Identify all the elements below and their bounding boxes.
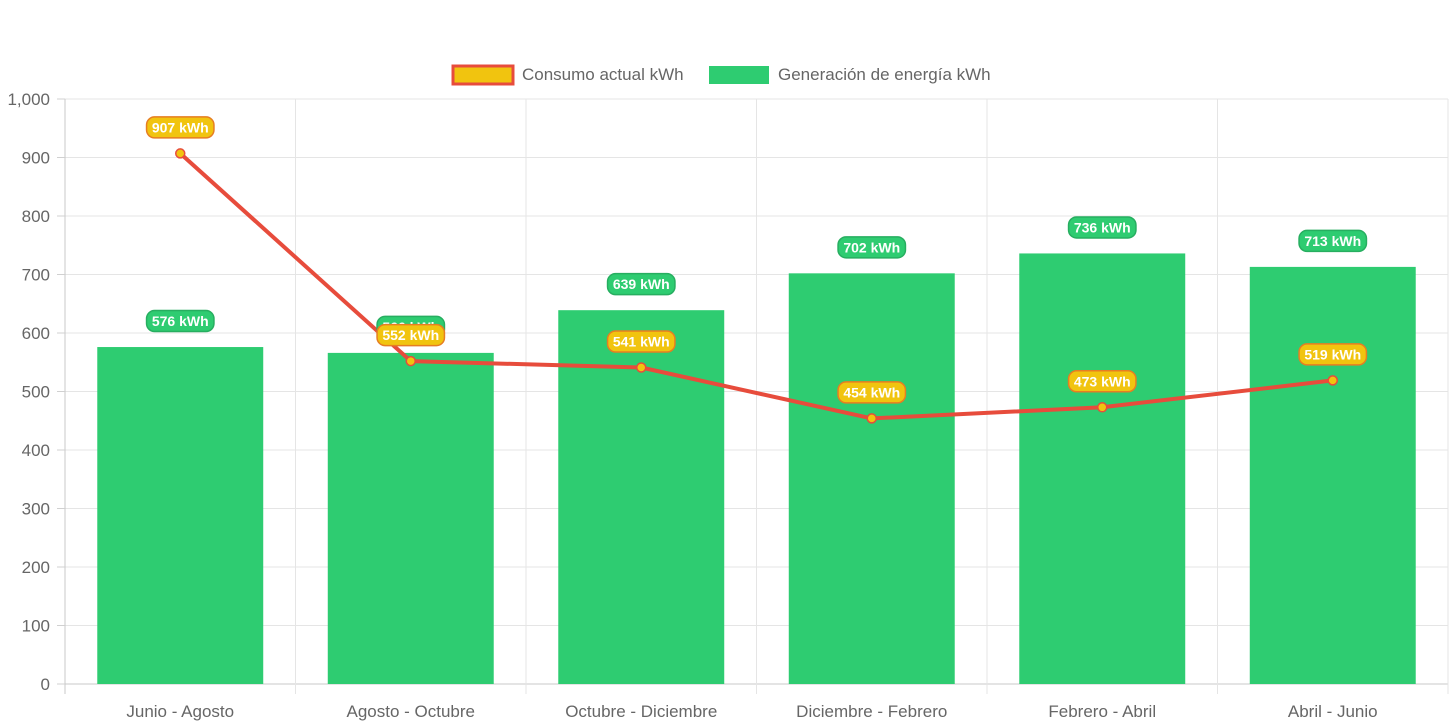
line-value-label-text: 473 kWh (1074, 373, 1131, 389)
x-tick-label: Febrero - Abril (1048, 702, 1156, 721)
legend-swatch-consumo (451, 64, 515, 86)
legend: Consumo actual kWh Generación de energía… (451, 64, 991, 86)
line-point-consumo[interactable] (1097, 402, 1108, 413)
bar-value-label: 736 kWh (1067, 216, 1137, 239)
bar-generacion[interactable] (1249, 266, 1416, 684)
y-tick-label: 800 (22, 207, 50, 226)
legend-swatch-generacion (709, 66, 769, 84)
y-tick-label: 200 (22, 558, 50, 577)
bar-value-label-bg (837, 236, 907, 259)
legend-label-consumo: Consumo actual kWh (522, 65, 684, 84)
bar-value-label-bg (606, 272, 676, 296)
y-tick-label: 600 (22, 324, 50, 343)
legend-label-generacion: Generación de energía kWh (778, 65, 991, 84)
bar-value-label-text: 639 kWh (613, 276, 670, 292)
line-value-label-bg (1067, 370, 1137, 393)
x-tick-label: Diciembre - Febrero (796, 702, 947, 721)
bar-value-label-bg (1067, 216, 1137, 239)
legend-item-generacion[interactable]: Generación de energía kWh (709, 65, 991, 84)
bar-value-label: 576 kWh (145, 309, 215, 333)
bar-value-label-text: 576 kWh (152, 313, 209, 329)
line-value-label: 454 kWh (837, 381, 907, 404)
y-tick-label: 0 (41, 675, 50, 694)
line-value-label-bg (376, 323, 446, 347)
x-tick-label: Agosto - Octubre (346, 702, 475, 721)
line-value-label-text: 519 kWh (1304, 346, 1361, 362)
line-value-label: 552 kWh (376, 323, 446, 347)
line-point-consumo[interactable] (405, 355, 416, 367)
x-tick-label: Abril - Junio (1288, 702, 1378, 721)
bar-value-label: 639 kWh (606, 272, 676, 296)
bar-generacion[interactable] (327, 352, 494, 684)
line-point-consumo[interactable] (1327, 375, 1338, 386)
bars-layer (97, 253, 1416, 684)
y-tick-label: 900 (22, 149, 50, 168)
bar-value-label-text: 736 kWh (1074, 219, 1131, 235)
line-value-label: 541 kWh (606, 330, 676, 353)
line-value-label: 519 kWh (1298, 343, 1368, 366)
line-value-label-text: 541 kWh (613, 334, 670, 350)
line-value-label-bg (1298, 343, 1368, 366)
line-value-label: 473 kWh (1067, 370, 1137, 393)
bar-value-label: 713 kWh (1298, 229, 1368, 253)
axis-layer: 0 100 200 300 400 500 600 700 800 900 1,000 Junio -… (7, 90, 1377, 721)
x-tick-label: Junio - Agosto (126, 702, 234, 721)
line-labels-layer: 907 kWh 552 kWh 541 kWh 454 kWh 473 kWh 519 k… (145, 116, 1368, 404)
legend-item-consumo[interactable]: Consumo actual kWh (451, 64, 684, 86)
bar-value-label: 702 kWh (837, 236, 907, 259)
line-point-consumo[interactable] (866, 413, 877, 424)
bar-value-label-bg (145, 309, 215, 333)
y-tick-label: 100 (22, 617, 50, 636)
y-tick-label: 300 (22, 500, 50, 519)
bar-generacion[interactable] (97, 347, 264, 684)
line-value-label-text: 552 kWh (382, 327, 439, 343)
y-tick-label: 500 (22, 383, 50, 402)
line-point-consumo[interactable] (636, 362, 647, 373)
bar-generacion[interactable] (1019, 253, 1186, 684)
grid-layer (64, 98, 1449, 694)
line-value-label: 907 kWh (145, 116, 215, 139)
line-value-label-bg (145, 116, 215, 139)
bar-generacion[interactable] (788, 273, 955, 684)
line-value-label-bg (837, 381, 907, 404)
y-tick-label: 1,000 (7, 90, 50, 109)
line-value-label-text: 454 kWh (843, 384, 900, 400)
line-value-label-bg (606, 330, 676, 353)
y-tick-label: 700 (22, 266, 50, 285)
line-consumo (178, 151, 1333, 421)
line-value-label-text: 907 kWh (152, 119, 209, 135)
x-tick-label: Octubre - Diciembre (565, 702, 717, 721)
bar-value-label-text: 713 kWh (1304, 233, 1361, 249)
line-layer (175, 148, 1338, 424)
bar-value-label-text: 702 kWh (843, 239, 900, 255)
bar-value-label-bg (1298, 229, 1368, 253)
line-point-consumo[interactable] (175, 148, 186, 159)
y-tick-label: 400 (22, 441, 50, 460)
